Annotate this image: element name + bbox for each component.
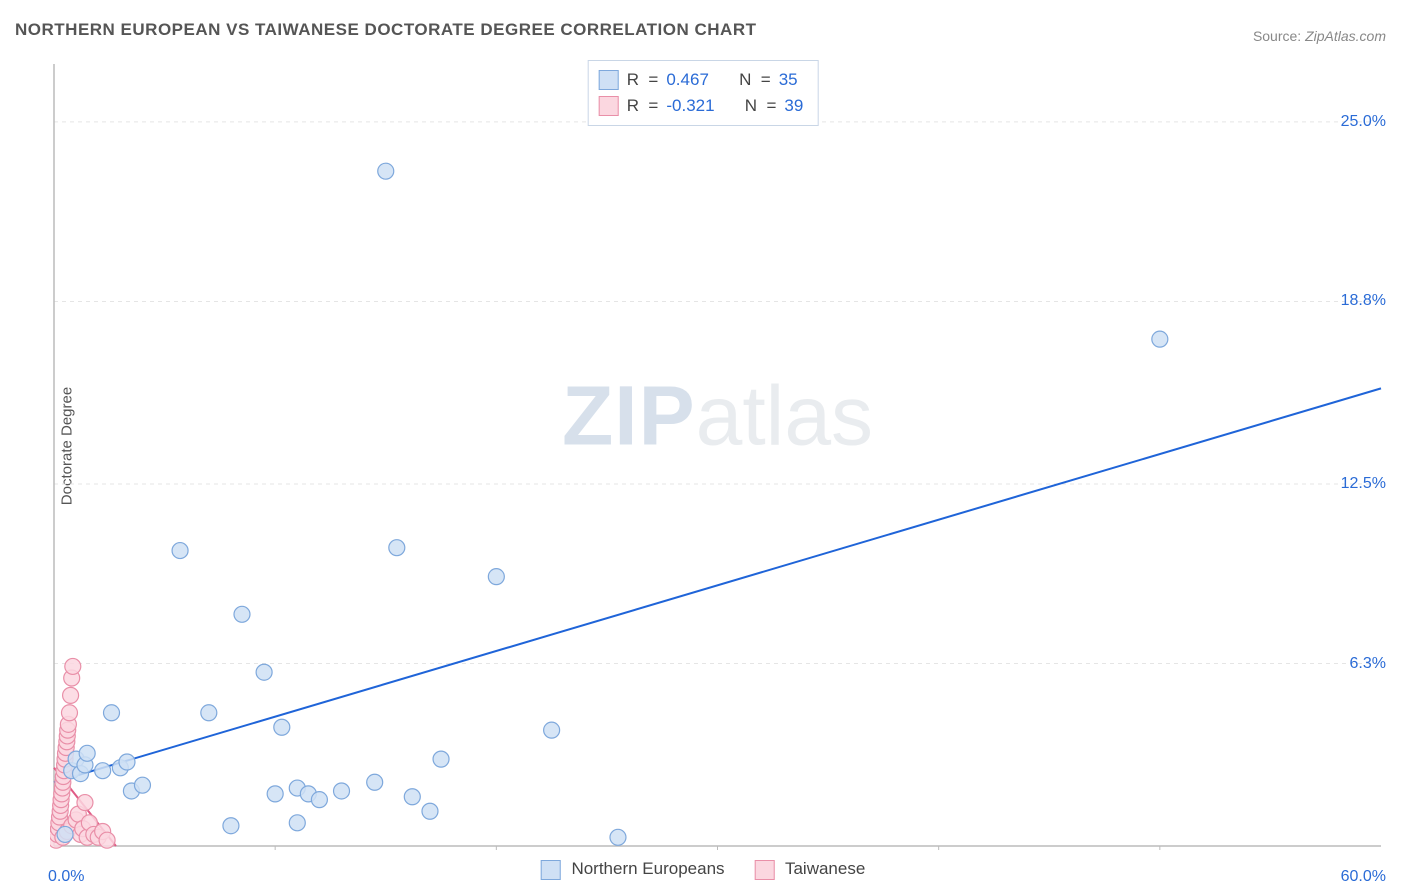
n-value-blue: 35: [779, 67, 798, 93]
legend-swatch-pink: [599, 96, 619, 116]
r-value-blue: 0.467: [666, 67, 709, 93]
correlation-legend: R = 0.467 N = 35 R = -0.321 N = 39: [588, 60, 819, 126]
series-legend: Northern Europeans Taiwanese: [541, 859, 866, 880]
legend-item-blue: Northern Europeans: [541, 859, 725, 880]
scatter-chart: [50, 60, 1385, 850]
source-label: Source:: [1253, 28, 1301, 44]
legend-swatch-blue: [599, 70, 619, 90]
r-value-pink: -0.321: [666, 93, 714, 119]
legend-row-blue: R = 0.467 N = 35: [599, 67, 804, 93]
xmax-label: 60.0%: [1341, 868, 1386, 886]
legend-label-blue: Northern Europeans: [571, 859, 724, 878]
plot-area: ZIPatlas: [50, 60, 1385, 850]
ytick-label: 12.5%: [1341, 475, 1386, 493]
source-value: ZipAtlas.com: [1305, 28, 1386, 44]
ytick-label: 6.3%: [1350, 655, 1386, 673]
n-value-pink: 39: [784, 93, 803, 119]
legend-row-pink: R = -0.321 N = 39: [599, 93, 804, 119]
legend-swatch-blue: [541, 860, 561, 880]
ytick-label: 18.8%: [1341, 292, 1386, 310]
n-label: N =: [739, 67, 771, 93]
r-label: R =: [627, 93, 659, 119]
legend-label-pink: Taiwanese: [785, 859, 865, 878]
legend-item-pink: Taiwanese: [755, 859, 866, 880]
ytick-label: 25.0%: [1341, 113, 1386, 131]
r-label: R =: [627, 67, 659, 93]
origin-label: 0.0%: [48, 868, 84, 886]
n-label: N =: [745, 93, 777, 119]
source-credit: Source: ZipAtlas.com: [1253, 28, 1386, 44]
legend-swatch-pink: [755, 860, 775, 880]
chart-title: NORTHERN EUROPEAN VS TAIWANESE DOCTORATE…: [15, 20, 757, 40]
